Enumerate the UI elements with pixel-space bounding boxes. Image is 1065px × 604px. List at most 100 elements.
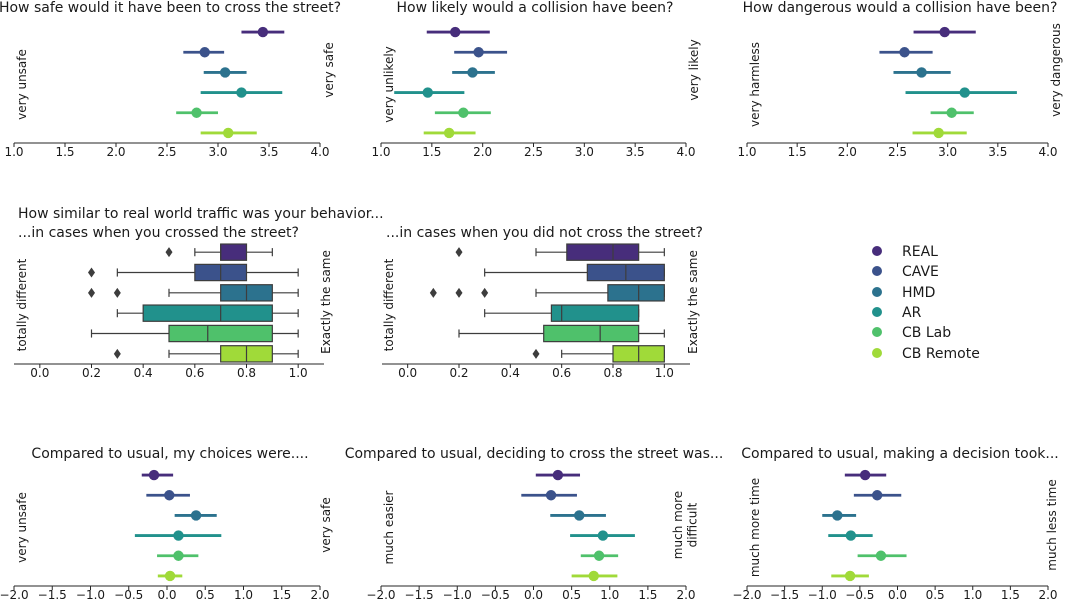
collision-tick-label: 3.5 — [626, 145, 645, 159]
safe-mean-cave — [199, 47, 210, 58]
legend-item-hmd: HMD — [872, 285, 935, 301]
collision-mean-real — [450, 26, 461, 38]
deciding-tick-label: −0.5 — [481, 588, 510, 602]
collision-mean-cave — [473, 47, 484, 58]
collision-tick-label: 1.5 — [422, 145, 441, 159]
crossed-outlier-cave — [88, 267, 95, 278]
crossed-title: ...in cases when you crossed the street? — [18, 225, 299, 241]
panel-safe-to-cross: 1.0 1.5 2.0 2.5 3.0 3.5 4.0 How safe would it h… — [0, 0, 341, 159]
decision-tick-label: −1.5 — [770, 588, 799, 602]
decision-tick-label: 1.5 — [1001, 588, 1020, 602]
safe-left-label: very unsafe — [15, 49, 29, 120]
collision-tick-label: 2.0 — [473, 145, 492, 159]
collision-left-label: very unlikely — [382, 46, 396, 123]
dangerous-tick-label: 1.5 — [788, 145, 807, 159]
crossed-left-label: totally different — [15, 258, 29, 351]
choices-tick-label: 2.0 — [310, 588, 329, 602]
dangerous-mean-hmd — [916, 67, 927, 78]
safe-mean-real — [257, 26, 269, 38]
deciding-tick-label: −1.5 — [405, 588, 434, 602]
legend-marker-hmd — [872, 287, 882, 297]
legend-item-real: REAL — [872, 244, 938, 260]
choices-mean-cb-lab — [173, 550, 184, 561]
decision-left-label: much more time — [748, 478, 762, 577]
choices-tick-label: 1.0 — [234, 588, 253, 602]
deciding-title: Compared to usual, deciding to cross the… — [345, 446, 724, 462]
crossed-tick-label: 1.0 — [289, 366, 308, 380]
collision-title: How likely would a collision have been? — [397, 0, 674, 16]
safe-tick-label: 3.5 — [259, 145, 278, 159]
notcrossed-left-label: totally different — [382, 258, 396, 351]
legend-item-cb-lab: CB Lab — [872, 325, 951, 341]
choices-tick-label: 1.5 — [272, 588, 291, 602]
choices-mean-cb-remote — [164, 570, 176, 582]
decision-mean-real — [859, 469, 871, 481]
collision-right-label: very likely — [687, 39, 701, 100]
crossed-tick-label: 0.4 — [134, 366, 153, 380]
crossed-outlier-real — [165, 247, 173, 258]
collision-tick-label: 4.0 — [676, 145, 695, 159]
decision-tick-label: −2.0 — [732, 588, 761, 602]
decision-mean-cb-remote — [844, 570, 856, 582]
deciding-tick-label: 0.5 — [562, 588, 581, 602]
notcrossed-outlier-real — [455, 247, 463, 258]
decision-mean-cb-lab — [875, 550, 887, 561]
legend-label-cb-lab: CB Lab — [902, 325, 951, 341]
choices-right-label: very safe — [319, 497, 333, 553]
legend-label-real: REAL — [902, 244, 938, 260]
collision-mean-ar — [422, 87, 433, 98]
notcrossed-box-cb-lab — [543, 324, 640, 343]
decision-mean-hmd — [832, 510, 843, 521]
crossed-box-ar — [142, 304, 273, 322]
decision-tick-label: 0.5 — [926, 588, 945, 602]
notcrossed-outlier-hmd — [429, 287, 437, 298]
dangerous-right-label: very dangerous — [1049, 23, 1063, 117]
choices-mean-real — [148, 469, 160, 481]
deciding-mean-cb-remote — [588, 570, 599, 582]
dangerous-mean-ar — [959, 87, 970, 98]
legend-item-ar: AR — [872, 305, 922, 321]
notcrossed-tick-label: 0.8 — [603, 366, 622, 380]
safe-tick-label: 3.0 — [208, 145, 227, 159]
safe-tick-label: 4.0 — [310, 145, 329, 159]
safe-mean-cb-remote — [223, 127, 234, 139]
deciding-right-label-line: much more — [671, 491, 685, 559]
dangerous-tick-label: 3.5 — [988, 145, 1007, 159]
dangerous-tick-label: 4.0 — [1038, 145, 1057, 159]
notcrossed-box-hmd — [607, 284, 665, 302]
collision-tick-label: 1.0 — [371, 145, 390, 159]
panel-collision-danger: 1.0 1.5 2.0 2.5 3.0 3.5 4.0 How dangerous would… — [737, 0, 1063, 159]
notcrossed-tick-label: 0.4 — [501, 366, 520, 380]
safe-title: How safe would it have been to cross the… — [0, 0, 341, 16]
panel-collision-likelihood: 1.0 1.5 2.0 2.5 3.0 3.5 4.0 How likely would a … — [371, 0, 701, 159]
panel-choices: −2.0 −1.5 −1.0 −0.5 0.0 0.5 1.0 1.5 2.0 Compared … — [0, 446, 333, 602]
collision-mean-cb-remote — [443, 127, 455, 139]
safe-mean-ar — [236, 87, 247, 98]
crossed-outlier-hmd — [113, 287, 121, 298]
decision-mean-cave — [871, 490, 883, 501]
notcrossed-box-ar — [550, 304, 640, 322]
notcrossed-right-label: Exactly the same — [686, 250, 700, 354]
safe-right-label: very safe — [322, 42, 336, 98]
crossed-suptitle: How similar to real world traffic was yo… — [18, 206, 384, 222]
legend-label-cb-remote: CB Remote — [902, 346, 980, 362]
panel-behavior-not-crossed: 0.0 0.2 0.4 0.6 0.8 1.0 ...in cases when you d… — [382, 225, 703, 380]
safe-tick-label: 2.5 — [157, 145, 176, 159]
dangerous-tick-label: 2.5 — [888, 145, 907, 159]
crossed-box-real — [220, 243, 248, 261]
panel-behavior-crossed: 0.0 0.2 0.4 0.6 0.8 1.0 How similar to real wo… — [14, 206, 384, 380]
legend: REAL CAVE HMD AR CB Lab CB Remote — [872, 244, 980, 362]
notcrossed-title: ...in cases when you did not cross the s… — [386, 225, 703, 241]
deciding-mean-hmd — [574, 510, 585, 521]
crossed-tick-label: 0.8 — [237, 366, 256, 380]
decision-tick-label: −0.5 — [845, 588, 874, 602]
crossed-tick-label: 0.0 — [30, 366, 49, 380]
legend-item-cave: CAVE — [872, 264, 939, 280]
choices-left-label: very unsafe — [15, 492, 29, 563]
deciding-right-label: much moredifficult — [671, 491, 699, 559]
deciding-tick-label: 0.0 — [524, 588, 543, 602]
decision-mean-ar — [845, 530, 857, 541]
choices-mean-cave — [164, 490, 175, 501]
deciding-mean-ar — [597, 530, 609, 541]
